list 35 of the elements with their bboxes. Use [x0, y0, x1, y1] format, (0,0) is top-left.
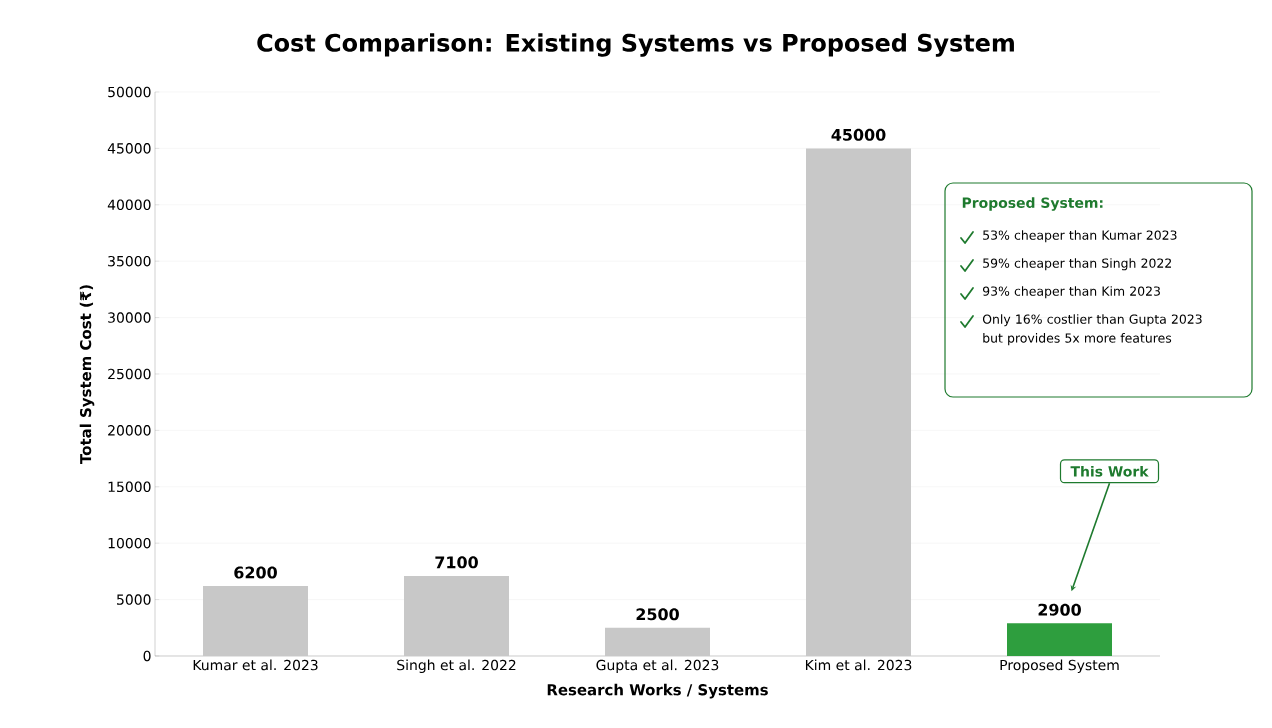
y-tick-label: 0	[143, 650, 151, 662]
data-label: 2500	[636, 608, 679, 621]
y-axis-title: Total System Cost (₹)	[79, 285, 95, 464]
x-axis-title: Research Works / Systems	[547, 683, 768, 699]
y-tick-label: 10000	[108, 537, 151, 549]
data-label: 6200	[234, 566, 277, 579]
bar	[806, 148, 912, 656]
bar	[1007, 623, 1113, 656]
y-tick-label: 5000	[117, 594, 151, 605]
data-label: 45000	[831, 128, 886, 141]
x-tick-label: Proposed System	[1000, 659, 1119, 674]
x-tick-label: Kim et al. 2023	[805, 659, 912, 671]
annotation: Only 16% costlier than Gupta 2023 but provides 5x more features	[982, 314, 1202, 346]
annotation: 59% cheaper than Singh 2022	[983, 258, 1171, 271]
bar	[605, 627, 711, 656]
y-tick-label: 20000	[108, 425, 151, 436]
annotation: 53% cheaper than Kumar 2023	[983, 230, 1177, 243]
y-tick-label: 30000	[108, 312, 151, 323]
data-label: 2900	[1038, 603, 1081, 616]
bar	[404, 575, 510, 656]
bar	[203, 586, 309, 656]
y-tick-label: 40000	[107, 199, 151, 211]
annotation: 93% cheaper than Kim 2023	[982, 286, 1160, 299]
annotation: Proposed System:	[962, 197, 1103, 211]
data-label: 7100	[435, 556, 478, 569]
annotation: This Work	[1070, 465, 1149, 477]
x-tick-label: Gupta et al. 2023	[596, 659, 719, 674]
chart-title: Cost Comparison: Existing Systems vs Proposed System	[257, 33, 1014, 57]
x-tick-label: Singh et al. 2022	[397, 659, 516, 674]
y-tick-label: 25000	[108, 368, 151, 380]
x-tick-label: Kumar et al. 2023	[193, 659, 318, 671]
y-tick-label: 45000	[107, 143, 151, 154]
y-tick-label: 35000	[108, 255, 151, 267]
y-tick-label: 50000	[108, 86, 151, 98]
y-tick-label: 15000	[108, 481, 151, 493]
